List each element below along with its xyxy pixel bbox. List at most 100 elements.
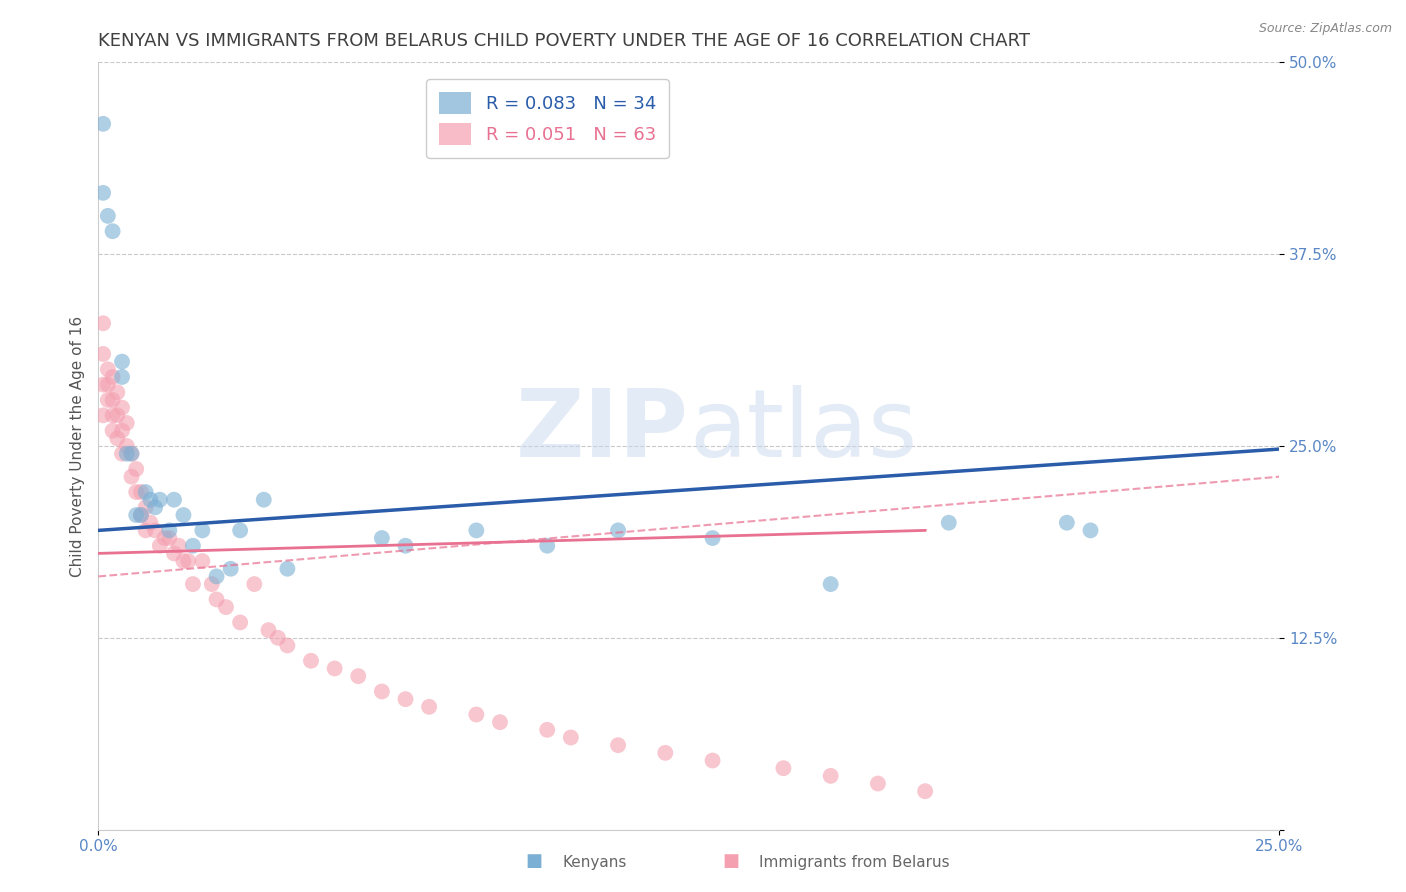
Point [772, 761, 794, 775]
Point [323, 661, 346, 675]
Text: ZIP: ZIP [516, 384, 689, 476]
Point [205, 592, 228, 607]
Point [820, 769, 842, 783]
Point [465, 524, 488, 538]
Point [125, 508, 148, 522]
Point [105, 431, 128, 445]
Point [938, 516, 960, 530]
Point [172, 508, 194, 522]
Point [607, 524, 630, 538]
Point [111, 447, 134, 461]
Point [105, 409, 128, 423]
Point [276, 639, 298, 653]
Point [167, 539, 190, 553]
Point [1056, 516, 1078, 530]
Point [191, 524, 214, 538]
Point [299, 654, 322, 668]
Point [560, 731, 582, 745]
Point [465, 707, 488, 722]
Point [181, 577, 204, 591]
Point [163, 492, 186, 507]
Point [257, 623, 280, 637]
Point [91, 186, 114, 200]
Point [276, 562, 298, 576]
Point [121, 447, 143, 461]
Point [115, 439, 138, 453]
Point [215, 600, 238, 615]
Point [229, 524, 252, 538]
Point [115, 447, 138, 461]
Y-axis label: Child Poverty Under the Age of 16: Child Poverty Under the Age of 16 [69, 316, 84, 576]
Point [91, 316, 114, 330]
Point [1080, 524, 1102, 538]
Point [139, 516, 162, 530]
Point [253, 492, 276, 507]
Text: Immigrants from Belarus: Immigrants from Belarus [759, 855, 950, 870]
Point [135, 485, 157, 500]
Point [536, 723, 558, 737]
Point [101, 409, 124, 423]
Point [121, 469, 143, 483]
Point [489, 715, 512, 730]
Point [91, 377, 114, 392]
Text: KENYAN VS IMMIGRANTS FROM BELARUS CHILD POVERTY UNDER THE AGE OF 16 CORRELATION : KENYAN VS IMMIGRANTS FROM BELARUS CHILD … [98, 32, 1031, 50]
Point [139, 492, 162, 507]
Text: Kenyans: Kenyans [562, 855, 627, 870]
Point [163, 546, 186, 560]
Point [129, 508, 152, 522]
Point [129, 508, 152, 522]
Point [91, 347, 114, 361]
Point [347, 669, 370, 683]
Point [820, 577, 842, 591]
Point [101, 224, 124, 238]
Point [177, 554, 200, 568]
Point [125, 462, 148, 476]
Point [143, 524, 166, 538]
Point [191, 554, 214, 568]
Point [135, 500, 157, 515]
Point [181, 539, 204, 553]
Point [125, 485, 148, 500]
Point [607, 738, 630, 752]
Point [115, 416, 138, 430]
Text: ■: ■ [526, 852, 543, 870]
Point [866, 776, 889, 790]
Point [243, 577, 266, 591]
Point [702, 754, 724, 768]
Point [394, 692, 416, 706]
Point [654, 746, 676, 760]
Point [101, 424, 124, 438]
Point [418, 699, 440, 714]
Point [121, 447, 143, 461]
Point [97, 362, 120, 376]
Point [101, 392, 124, 407]
Legend: R = 0.083   N = 34, R = 0.051   N = 63: R = 0.083 N = 34, R = 0.051 N = 63 [426, 79, 669, 158]
Point [105, 385, 128, 400]
Text: atlas: atlas [689, 384, 917, 476]
Point [394, 539, 416, 553]
Point [111, 401, 134, 415]
Point [91, 117, 114, 131]
Point [157, 524, 180, 538]
Point [149, 539, 172, 553]
Point [111, 370, 134, 384]
Point [111, 354, 134, 368]
Point [371, 684, 394, 698]
Point [97, 209, 120, 223]
Point [172, 554, 194, 568]
Point [157, 531, 180, 545]
Point [153, 531, 176, 545]
Point [143, 500, 166, 515]
Point [91, 409, 114, 423]
Point [129, 485, 152, 500]
Text: Source: ZipAtlas.com: Source: ZipAtlas.com [1258, 22, 1392, 36]
Point [229, 615, 252, 630]
Point [201, 577, 224, 591]
Point [111, 424, 134, 438]
Point [702, 531, 724, 545]
Point [149, 492, 172, 507]
Point [205, 569, 228, 583]
Point [97, 377, 120, 392]
Point [267, 631, 290, 645]
Point [536, 539, 558, 553]
